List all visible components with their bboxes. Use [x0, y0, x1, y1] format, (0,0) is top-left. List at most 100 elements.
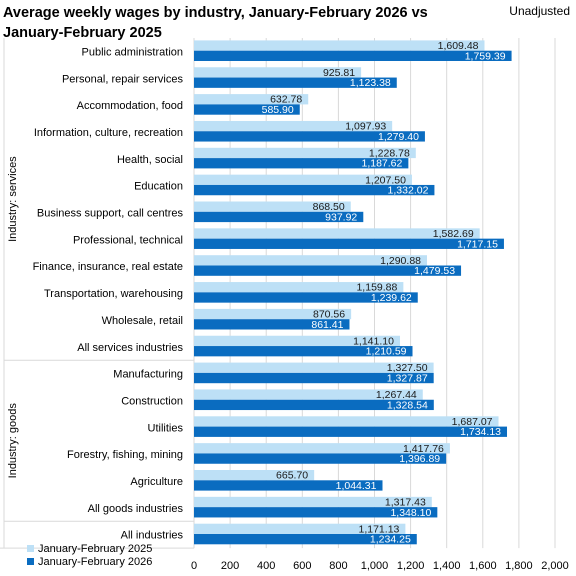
bar-2025 — [194, 389, 423, 400]
x-tick-label: 1,200 — [397, 560, 425, 572]
bar-2025 — [194, 308, 352, 320]
legend-swatch — [27, 558, 34, 565]
bar-2025 — [194, 496, 432, 508]
bar-2026 — [194, 346, 413, 357]
data-label-2025: 632.78 — [270, 94, 302, 106]
bar-2025 — [194, 94, 309, 105]
labels: 0 200 400 600 800 1,000 1,200 1,400 1,600 1,800 2,… — [7, 40, 569, 572]
data-label-2025: 1,207.50 — [365, 174, 406, 186]
category-label: Business support, call centres — [37, 208, 184, 220]
data-label-2026: 1,348.10 — [390, 507, 431, 519]
category-label: Wholesale, retail — [102, 315, 183, 327]
bar-2026 — [194, 480, 383, 491]
bar-2025 — [194, 147, 416, 159]
bar-2026 — [194, 211, 364, 223]
data-label-2025: 1,582.69 — [433, 228, 474, 240]
category-label: All goods industries — [88, 503, 184, 515]
x-tick-label: 0 — [191, 560, 197, 572]
bar-2025 — [194, 228, 480, 239]
data-label-2026: 1,396.89 — [399, 453, 440, 465]
category-label: Agriculture — [130, 476, 183, 488]
bar-2026 — [194, 399, 434, 411]
bar-2025 — [194, 40, 485, 51]
bar-2025 — [194, 335, 400, 347]
bar-2026 — [194, 319, 350, 330]
data-label-2025: 1,097.93 — [345, 121, 386, 133]
bar-2025 — [194, 470, 315, 481]
data-label-2026: 1,759.39 — [465, 50, 506, 62]
bar-2026 — [194, 372, 434, 384]
x-tick-label: 1,600 — [469, 560, 497, 572]
bar-2026 — [194, 77, 397, 88]
data-label-2026: 1,234.25 — [370, 534, 411, 546]
x-tick-label: 200 — [221, 560, 239, 572]
bar-2026 — [194, 292, 418, 303]
category-label: Manufacturing — [113, 369, 183, 381]
category-label: Personal, repair services — [62, 73, 184, 85]
data-label-2025: 1,267.44 — [376, 389, 417, 401]
category-label: Construction — [121, 395, 183, 407]
data-label-2026: 1,328.54 — [387, 399, 428, 411]
bar-2025 — [194, 201, 351, 212]
data-label-2025: 1,317.43 — [385, 496, 426, 508]
category-label: Transportation, warehousing — [44, 288, 183, 300]
bar-2026 — [194, 265, 462, 276]
x-tick-label: 1,000 — [361, 560, 389, 572]
category-label: Finance, insurance, real estate — [33, 261, 183, 273]
category-label: Education — [134, 181, 183, 193]
bars — [194, 40, 512, 545]
data-label-2026: 1,123.38 — [350, 77, 391, 89]
data-label-2025: 1,228.78 — [369, 147, 410, 159]
bar-2026 — [194, 158, 409, 169]
data-label-2025: 1,609.48 — [438, 40, 479, 52]
data-label-2025: 1,141.10 — [353, 335, 394, 347]
category-label: All industries — [121, 530, 184, 542]
data-label-2025: 1,327.50 — [387, 362, 428, 374]
category-label: Professional, technical — [73, 234, 183, 246]
bar-2025 — [194, 523, 406, 534]
bar-2026 — [194, 104, 300, 115]
bar-2026 — [194, 426, 508, 437]
category-label: Utilities — [148, 422, 184, 434]
data-label-2026: 1,717.15 — [457, 238, 498, 250]
data-label-2025: 1,687.07 — [452, 416, 493, 428]
bar-2026 — [194, 453, 447, 464]
legend-swatch — [27, 545, 34, 552]
category-label: Forestry, fishing, mining — [67, 449, 183, 461]
data-label-2025: 1,171.13 — [359, 523, 400, 535]
category-label: Information, culture, recreation — [34, 127, 183, 139]
group-label: Industry: services — [7, 156, 19, 242]
legend-label: January-February 2026 — [38, 556, 152, 568]
data-label-2026: 585.90 — [262, 104, 294, 116]
data-label-2026: 937.92 — [325, 211, 357, 223]
bar-2026 — [194, 534, 417, 545]
data-label-2025: 1,417.76 — [403, 443, 444, 455]
unadjusted-note: Unadjusted — [509, 4, 570, 18]
bar-2025 — [194, 416, 499, 427]
legend-label: January-February 2025 — [38, 543, 152, 555]
x-tick-label: 400 — [257, 560, 275, 572]
category-label: Health, social — [117, 154, 183, 166]
bar-2026 — [194, 131, 425, 142]
data-label-2026: 1,239.62 — [371, 292, 412, 304]
bar-2025 — [194, 255, 428, 266]
bar-2025 — [194, 120, 393, 132]
data-label-2025: 665.70 — [276, 470, 308, 482]
bar-2026 — [194, 184, 435, 196]
data-label-2026: 1,332.02 — [388, 185, 429, 197]
data-label-2026: 1,187.62 — [361, 158, 402, 170]
bar-2025 — [194, 282, 404, 293]
data-label-2026: 1,279.40 — [378, 131, 419, 143]
data-label-2026: 1,044.31 — [336, 480, 377, 492]
data-label-2025: 1,159.88 — [356, 282, 397, 294]
data-label-2026: 1,479.53 — [414, 265, 455, 277]
bar-2026 — [194, 238, 504, 249]
category-label: Accommodation, food — [77, 100, 183, 112]
data-label-2025: 868.50 — [313, 201, 345, 213]
data-label-2026: 1,734.13 — [460, 426, 501, 438]
data-label-2025: 870.56 — [313, 309, 345, 321]
data-label-2026: 1,210.59 — [366, 346, 407, 358]
bar-2025 — [194, 67, 362, 78]
